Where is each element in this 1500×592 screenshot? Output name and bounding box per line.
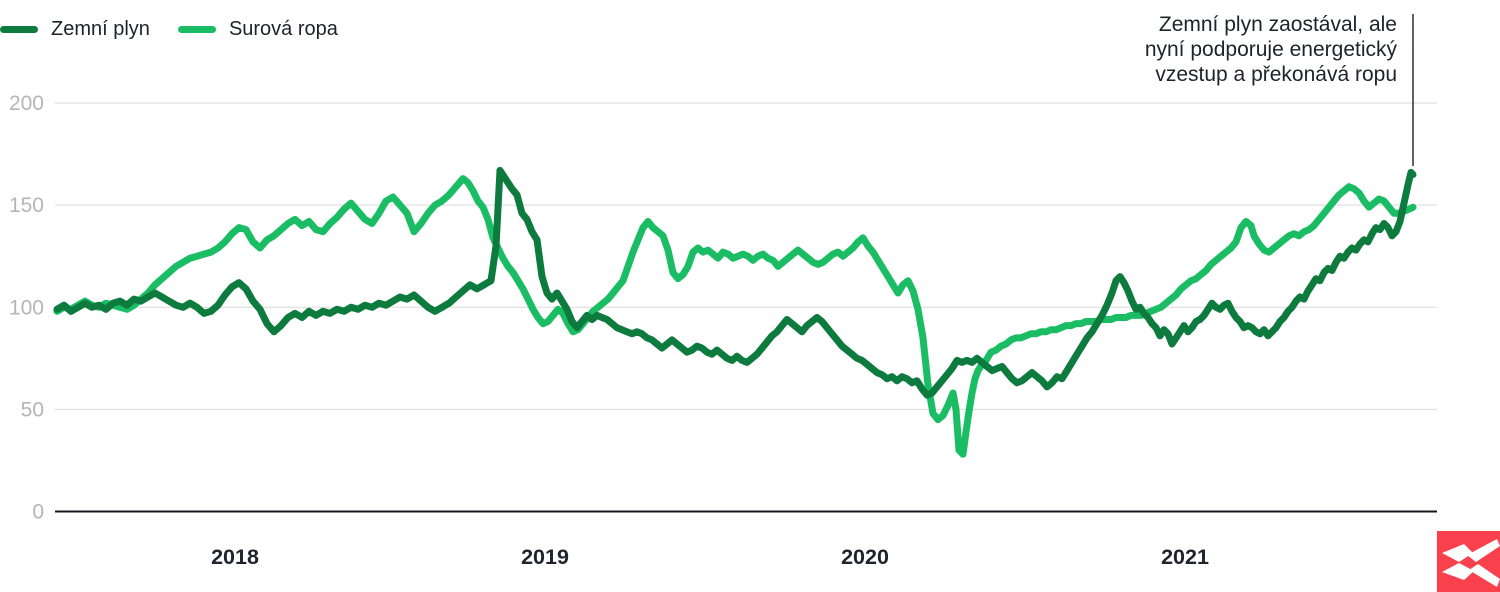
y-tick-label: 100 bbox=[9, 296, 44, 319]
x-tick-label-2019: 2019 bbox=[521, 545, 569, 569]
series-line-zemní-plyn bbox=[53, 166, 1417, 399]
legend: Zemní plyn Surová ropa bbox=[0, 18, 338, 41]
x-tick-label-2018: 2018 bbox=[211, 545, 259, 569]
x-tick-label-2021: 2021 bbox=[1161, 545, 1209, 569]
annotation-line: vzestup a překonává ropu bbox=[1155, 63, 1397, 86]
annotation-line: nyní podporuje energetický bbox=[1144, 38, 1397, 61]
oil-series-swatch-icon bbox=[177, 26, 216, 33]
legend-item-zemni-plyn: Zemní plyn bbox=[0, 18, 150, 41]
series-line-surová-ropa bbox=[53, 175, 1417, 458]
legend-item-surova-ropa: Surová ropa bbox=[177, 18, 338, 41]
annotation-line: Zemní plyn zaostával, ale bbox=[1158, 13, 1397, 36]
y-tick-label: 150 bbox=[9, 194, 44, 217]
xtb-logo bbox=[1437, 531, 1500, 592]
x-tick-label-2020: 2020 bbox=[841, 545, 889, 569]
y-tick-label: 0 bbox=[32, 501, 44, 524]
y-tick-label: 50 bbox=[21, 398, 44, 421]
legend-label: Zemní plyn bbox=[51, 18, 150, 40]
xtb-x-icon bbox=[1437, 531, 1500, 592]
gas-series-swatch-icon bbox=[0, 26, 38, 33]
chart-annotation: Zemní plyn zaostával, ale nyní podporuje… bbox=[1145, 12, 1397, 87]
legend-label: Surová ropa bbox=[228, 18, 338, 40]
y-tick-label: 200 bbox=[9, 92, 44, 115]
